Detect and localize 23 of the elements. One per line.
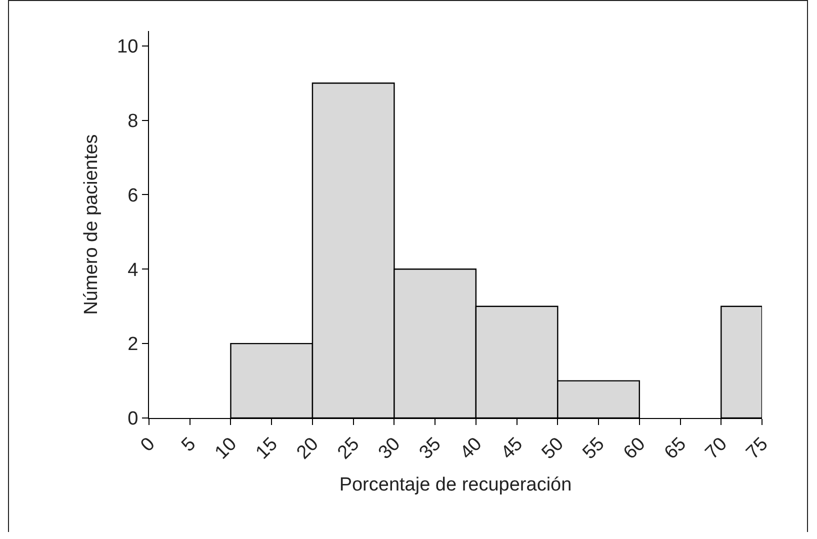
x-tick-label: 75 xyxy=(742,434,772,464)
x-tick-label: 45 xyxy=(497,434,528,464)
x-tick-label: 15 xyxy=(252,434,282,464)
x-axis-title: Porcentaje de recuperación xyxy=(339,474,572,496)
y-axis-title: Número de pacientes xyxy=(80,134,102,315)
x-tick-label: 60 xyxy=(620,434,650,464)
x-tick-label: 55 xyxy=(578,434,609,464)
x-tick-label: 10 xyxy=(211,434,241,464)
y-tick-label: 0 xyxy=(128,408,138,430)
y-tick-label: 4 xyxy=(128,260,139,281)
x-tick-label: 5 xyxy=(178,434,200,456)
y-tick-label: 6 xyxy=(128,185,138,206)
x-tick-label: 65 xyxy=(660,434,691,464)
x-tick-label: 50 xyxy=(538,434,568,464)
y-tick-label: 2 xyxy=(128,334,138,356)
x-tick-label: 35 xyxy=(416,434,446,464)
x-tick-label: 25 xyxy=(334,434,364,464)
x-tick-label: 40 xyxy=(456,434,486,464)
x-tick-label: 70 xyxy=(702,434,732,464)
x-tick-label: 30 xyxy=(374,434,404,464)
y-tick-label: 8 xyxy=(128,110,138,132)
x-tick-label: 20 xyxy=(292,434,323,464)
y-tick-label: 10 xyxy=(117,36,138,58)
